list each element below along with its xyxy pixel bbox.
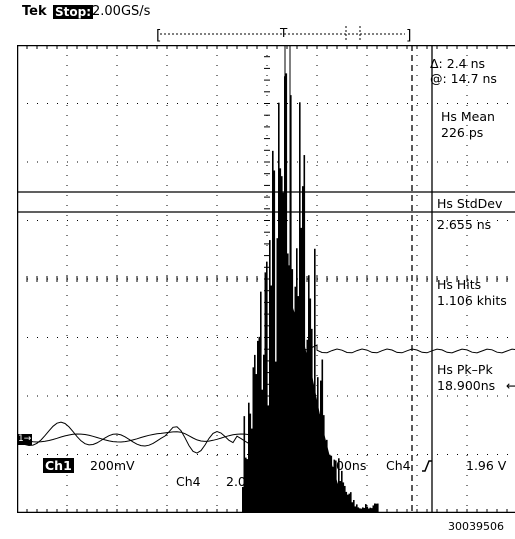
ch4-label: Ch4 — [176, 474, 201, 489]
brand-label: Tek — [22, 4, 47, 19]
acquisition-state-badge: Stop: — [53, 5, 94, 19]
ch1-label: Ch1 — [43, 458, 74, 473]
record-end-bracket: ] — [406, 28, 411, 44]
sample-rate-label: 2.00GS/s — [92, 4, 151, 19]
cursor-at-readout: @: 14.7 ns — [430, 71, 497, 86]
record-start-bracket: [ — [156, 28, 161, 44]
figure-id: 30039506 — [448, 520, 504, 533]
ch1-waveform — [17, 344, 515, 454]
ch1-waveform-overlay — [17, 431, 258, 443]
hs-mean-value: 226 ps — [441, 125, 484, 140]
record-position-bar: [ ] — [156, 26, 411, 44]
hs-hits-label: Hs Hits — [437, 277, 482, 292]
histogram-bars — [242, 73, 379, 513]
trigger-source: Ch4 — [386, 458, 411, 473]
hs-pkpk-label: Hs Pk–Pk — [437, 362, 493, 377]
hs-pkpk-value: 18.900ns — [437, 378, 496, 393]
cursor-delta-readout: Δ: 2.4 ns — [430, 56, 486, 71]
pkpk-arrow-icon: ← — [506, 378, 515, 393]
trigger-level: 1.96 V — [466, 458, 507, 473]
ch4-scale: 2.00 V — [226, 474, 267, 489]
ch1-badge: Ch1 — [43, 458, 74, 473]
trigger-position-marker: T — [280, 26, 288, 40]
hs-stddev-label: Hs StdDev — [437, 196, 503, 211]
waveform-display[interactable] — [17, 45, 515, 513]
ch1-ground-marker: 1→ — [17, 434, 33, 445]
ch1-scale: 200mV — [90, 458, 135, 473]
hs-hits-value: 1.106 khits — [437, 293, 507, 308]
hs-mean-label: Hs Mean — [441, 109, 495, 124]
rising-edge-icon — [422, 460, 432, 472]
timebase-readout: 00ns — [336, 458, 367, 473]
hs-stddev-value: 2.655 ns — [437, 217, 492, 232]
histogram-box-lines — [17, 191, 515, 213]
